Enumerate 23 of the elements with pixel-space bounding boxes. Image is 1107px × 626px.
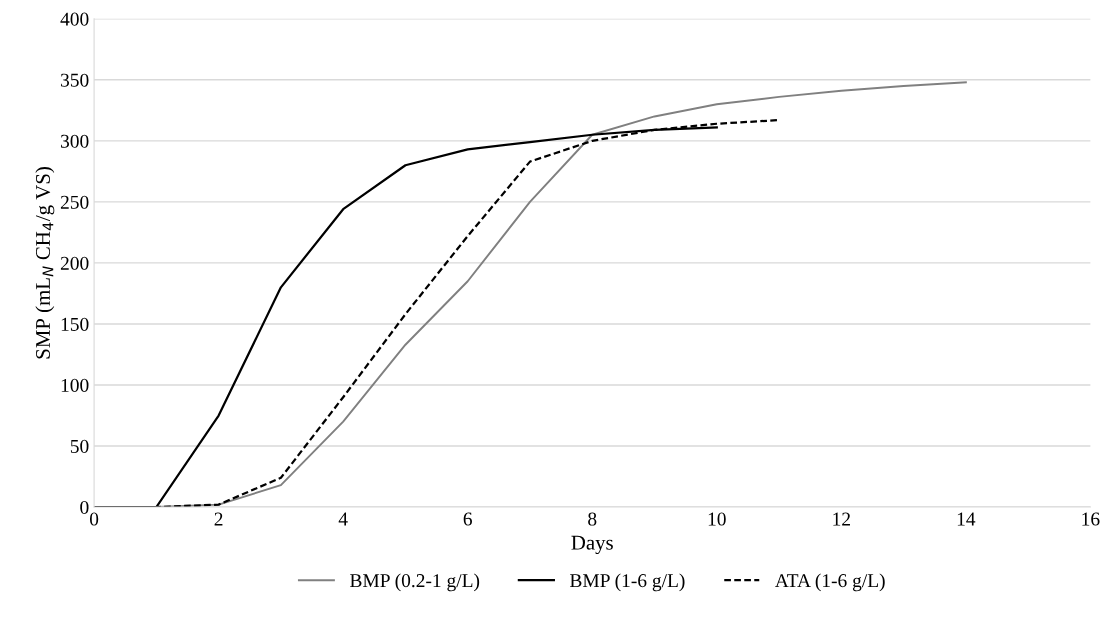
y-tick-label: 100 [61,378,89,392]
y-tick-label: 300 [61,134,89,148]
y-tick-label: 200 [60,256,89,270]
x-tick-label: 8 [588,512,597,526]
x-tick-label: 12 [833,512,850,526]
y-tick-label: 250 [60,195,89,209]
x-tick-label: 0 [89,512,99,526]
x-tick-label: 16 [1082,512,1100,526]
y-axis-title: SMP (mL$_{N}$ CH$_{4}$/g VS) [35,167,55,359]
x-tick-label: 6 [463,512,472,526]
x-tick-label: 4 [338,512,348,526]
y-tick-label: 350 [61,73,89,87]
y-tick-label: 150 [61,317,89,331]
x-axis-title: Days [571,535,613,554]
legend-label: BMP (0.2-1 g/L) [350,573,480,592]
x-tick-label: 10 [708,512,726,526]
x-tick-label: 2 [214,512,223,526]
x-tick-label: 14 [957,512,976,526]
legend-label: BMP (1-6 g/L) [569,573,685,592]
y-tick-label: 400 [60,12,89,26]
legend-label: ATA (1-6 g/L) [775,573,885,592]
y-tick-label: 50 [70,439,89,453]
y-tick-label: 0 [80,500,89,514]
